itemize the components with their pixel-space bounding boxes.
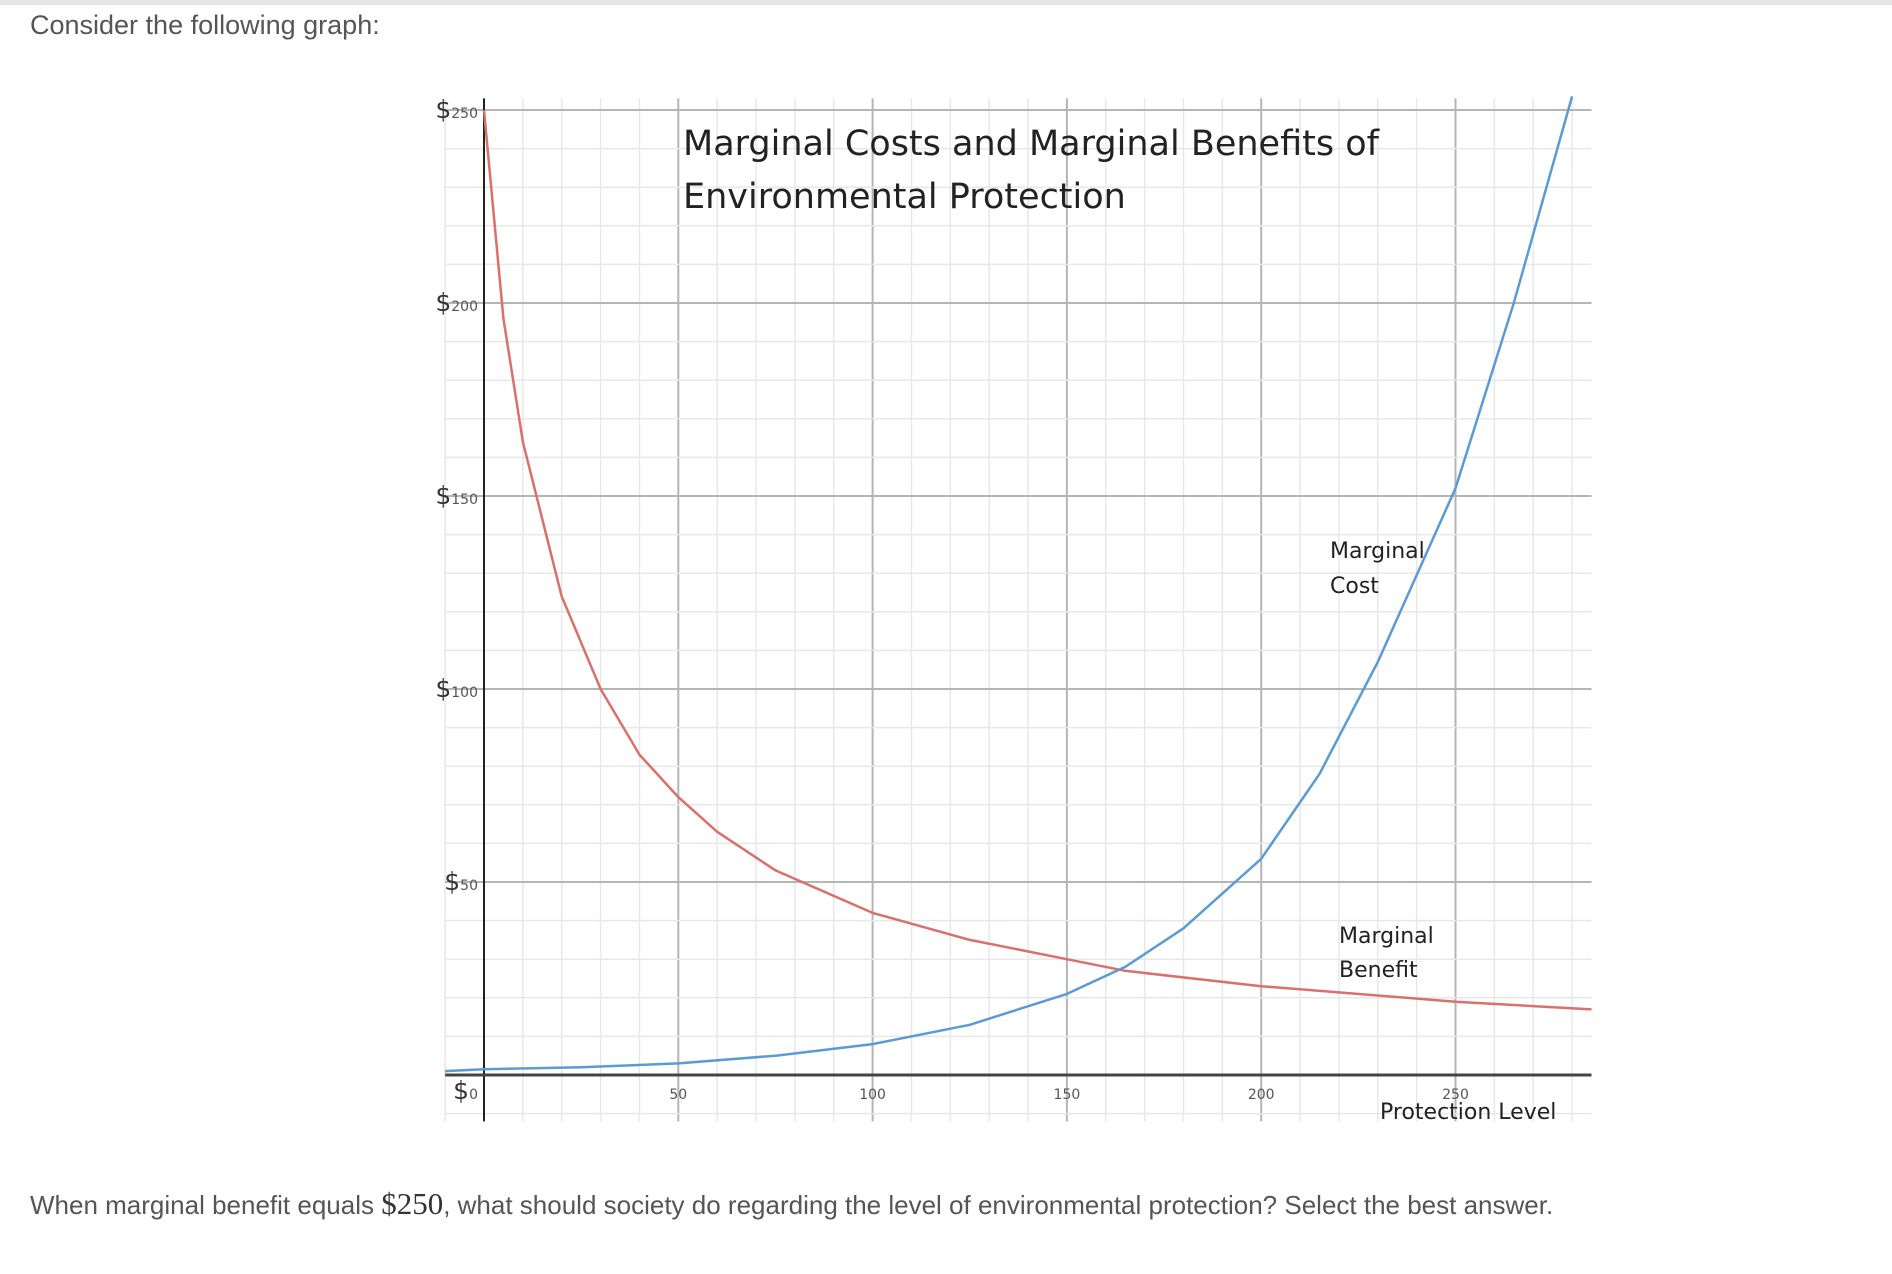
x-tick-label: 200	[1248, 1087, 1275, 1103]
axes	[445, 98, 1592, 1122]
marginal-benefit-label-line-1: Marginal	[1339, 924, 1434, 949]
tick-labels: 50 100 150 200 250 $0 $50 $100 $150 $200 $250	[435, 95, 1469, 1105]
y-tick-label: $200	[435, 288, 478, 317]
y-tick-label: $100	[435, 674, 478, 703]
grid	[444, 98, 1592, 1122]
question-before: When marginal benefit equals	[30, 1190, 382, 1220]
question-after: , what should society do regarding the l…	[443, 1190, 1554, 1220]
chart-title-line-1: Marginal Costs and Marginal Benefits of	[683, 124, 1380, 164]
series-lines	[445, 96, 1592, 1073]
marginal-benefit-line	[482, 109, 1592, 1011]
marginal-cost-line	[445, 96, 1574, 1073]
x-tick-label: 100	[859, 1087, 886, 1103]
prompt-text: Consider the following graph:	[30, 10, 380, 40]
y-tick-label: $50	[444, 867, 478, 896]
y-tick-label: $250	[435, 95, 478, 124]
marginal-benefit-label-line-2: Benefit	[1339, 958, 1418, 983]
marginal-cost-label-line-2: Cost	[1330, 574, 1379, 599]
question-amount: $250	[381, 1186, 444, 1221]
x-tick-label: 150	[1054, 1087, 1081, 1103]
x-tick-label: 50	[669, 1087, 687, 1103]
y-tick-label: $150	[435, 481, 478, 510]
question-text: When marginal benefit equals $250, what …	[30, 1186, 1553, 1222]
top-divider	[0, 0, 1892, 5]
x-axis-label: Protection Level	[1380, 1100, 1556, 1125]
y-tick-label: $0	[453, 1076, 478, 1105]
marginal-cost-label-line-1: Marginal	[1330, 539, 1425, 564]
x-tick-label: 250	[1442, 1087, 1469, 1103]
chart-title-line-2: Environmental Protection	[683, 177, 1126, 217]
